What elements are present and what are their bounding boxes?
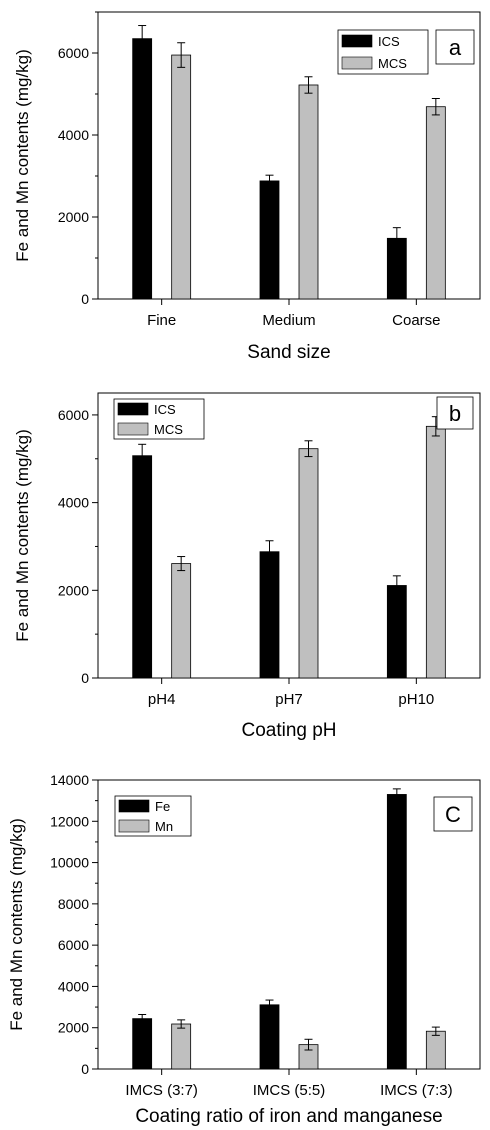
legend-label: MCS: [378, 56, 407, 71]
legend-swatch: [117, 422, 149, 436]
y-tick-label: 2000: [58, 582, 89, 598]
x-category-label: pH4: [148, 691, 176, 708]
x-axis-label: Coating pH: [241, 720, 336, 741]
panel-letter-box: [436, 396, 474, 430]
bar-fe: [132, 1018, 153, 1070]
legend-label: Fe: [155, 799, 170, 814]
panel-letter: C: [445, 802, 461, 827]
y-tick-label: 4000: [58, 127, 89, 143]
bar-mcs: [171, 54, 192, 300]
x-category-label: Medium: [262, 312, 315, 329]
bar-ics: [132, 38, 153, 300]
panel-letter-box: [433, 796, 473, 832]
bar-mcs: [298, 448, 319, 679]
bar-ics: [386, 585, 407, 679]
legend-swatch: [117, 402, 149, 416]
legend-label: Mn: [155, 819, 173, 834]
bar-mcs: [425, 106, 446, 300]
bar-fe: [386, 794, 407, 1070]
y-tick-label: 2000: [58, 1020, 89, 1036]
y-tick-label: 12000: [50, 813, 89, 829]
y-tick-label: 8000: [58, 896, 89, 912]
legend-label: ICS: [154, 402, 176, 417]
y-tick-label: 6000: [58, 407, 89, 423]
bar-mn: [425, 1030, 446, 1070]
panel-letter: a: [449, 35, 462, 60]
y-tick-label: 4000: [58, 978, 89, 994]
y-tick-label: 0: [81, 291, 89, 307]
y-tick-label: 0: [81, 1061, 89, 1077]
bar-fe: [259, 1004, 280, 1070]
legend-swatch: [341, 34, 373, 48]
bar-mn: [171, 1023, 192, 1070]
y-tick-label: 10000: [50, 855, 89, 871]
x-category-label: IMCS (3:7): [125, 1082, 198, 1099]
legend-swatch: [341, 56, 373, 70]
x-category-label: IMCS (7:3): [380, 1082, 453, 1099]
legend-label: ICS: [378, 34, 400, 49]
y-tick-label: 14000: [50, 772, 89, 788]
y-tick-label: 6000: [58, 937, 89, 953]
y-tick-label: 6000: [58, 45, 89, 61]
bar-ics: [259, 180, 280, 300]
y-tick-label: 0: [81, 670, 89, 686]
x-category-label: Coarse: [392, 312, 440, 329]
panel-letter-box: [435, 29, 475, 65]
legend-swatch: [118, 819, 150, 833]
bar-ics: [259, 551, 280, 679]
y-axis-label: Fe and Mn contents (mg/kg): [7, 818, 26, 1031]
bar-mcs: [425, 425, 446, 679]
x-axis-label: Sand size: [247, 342, 330, 363]
x-axis-label: Coating ratio of iron and manganese: [135, 1106, 442, 1127]
bar-mcs: [171, 563, 192, 679]
legend-swatch: [118, 799, 150, 813]
legend-label: MCS: [154, 422, 183, 437]
panel-letter: b: [449, 401, 461, 426]
y-axis-label: Fe and Mn contents (mg/kg): [13, 49, 32, 262]
bar-ics: [132, 455, 153, 679]
x-category-label: pH10: [398, 691, 434, 708]
x-category-label: pH7: [275, 691, 303, 708]
y-tick-label: 2000: [58, 209, 89, 225]
x-category-label: IMCS (5:5): [253, 1082, 326, 1099]
bar-mcs: [298, 84, 319, 300]
y-tick-label: 4000: [58, 495, 89, 511]
y-axis-label: Fe and Mn contents (mg/kg): [13, 429, 32, 642]
chart-panel-3: 0 2000 4000 6000 8000 10000 12000 14000 IMCS (3:…: [7, 772, 481, 1127]
x-category-label: Fine: [147, 312, 176, 329]
chart-panel-1: 0 2000 4000 6000 Fine Medium Coarse Sand size Fe…: [13, 11, 481, 363]
chart-panel-2: 0 2000 4000 6000 pH4 pH7 pH10 Coating pH Fe and …: [13, 392, 481, 741]
